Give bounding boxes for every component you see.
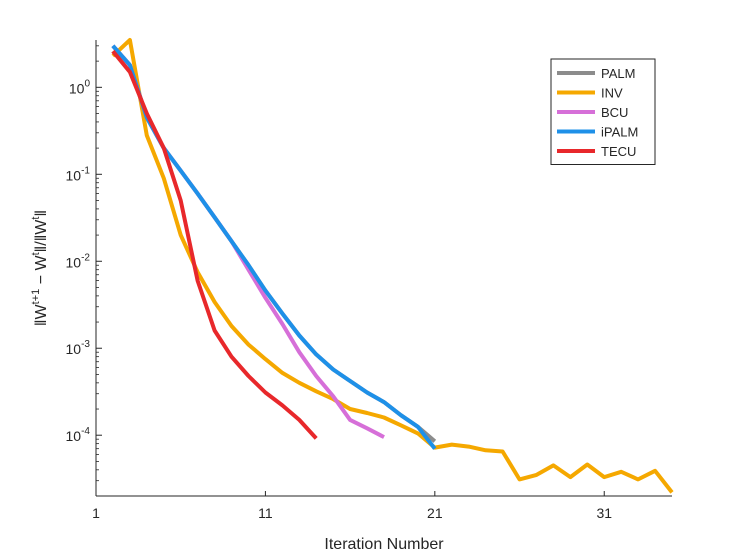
x-tick-label: 1 <box>92 505 100 521</box>
legend-label-palm: PALM <box>601 66 635 81</box>
x-tick-label: 11 <box>258 505 273 521</box>
y-tick-label: 100 <box>69 78 91 96</box>
legend-label-ipalm: iPALM <box>601 125 638 140</box>
y-tick-label: 10-3 <box>66 339 91 357</box>
legend-label-bcu: BCU <box>601 105 628 120</box>
y-tick-label: 10-4 <box>66 426 91 444</box>
axes-layer <box>95 40 672 497</box>
legend: PALM INV BCU iPALM TECU <box>550 58 656 165</box>
series-line-tecu <box>111 49 318 440</box>
y-tick-label: 10-2 <box>66 252 91 270</box>
legend-label-tecu: TECU <box>601 144 636 159</box>
x-tick-label: 21 <box>427 505 443 521</box>
series-layer <box>111 38 674 494</box>
x-tick-label: 31 <box>596 505 612 521</box>
y-axis-title: ‖Wt+1 − Wt‖/‖Wt‖ <box>30 210 50 326</box>
series-line-inv <box>111 38 674 494</box>
y-tick-label: 10-1 <box>66 165 91 183</box>
legend-label-inv: INV <box>601 86 623 101</box>
x-axis-title: Iteration Number <box>324 536 444 553</box>
